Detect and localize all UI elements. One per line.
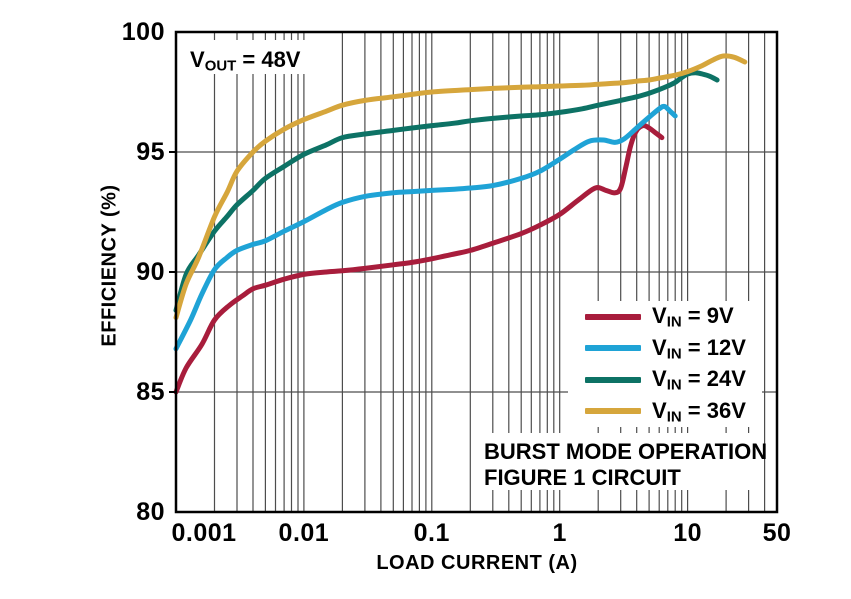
y-tick-label: 85 [136, 378, 165, 406]
x-axis-title: LOAD CURRENT (A) [376, 552, 578, 574]
series-line-vin-9v [173, 123, 665, 395]
legend-label: VIN = 24V [652, 366, 746, 394]
legend-swatch [585, 345, 641, 352]
gridlines [176, 32, 777, 512]
legend-swatch [585, 408, 641, 415]
vout-annotation: VOUT = 48V [190, 47, 300, 74]
legend-swatch [585, 376, 641, 383]
circuit-note: BURST MODE OPERATION FIGURE 1 CIRCUIT [484, 439, 767, 491]
annotation-background [183, 40, 333, 74]
legend-label: VIN = 12V [652, 334, 746, 362]
series-line-vin-12v [173, 103, 678, 352]
legend-item-vin-12v: VIN = 12V [568, 335, 762, 362]
legend-swatch [585, 313, 641, 320]
vout-annotation-prefix: V [190, 47, 205, 72]
legend-item-vin-24v: VIN = 24V [568, 366, 762, 393]
x-tick-label: 50 [762, 519, 792, 547]
note-background [476, 433, 762, 490]
y-tick-label: 100 [121, 18, 165, 46]
y-tick-label: 95 [136, 138, 165, 166]
legend-item-vin-9v: VIN = 9V [568, 303, 762, 330]
circuit-note-line-1: BURST MODE OPERATION [484, 439, 768, 464]
x-tick-label: 0.01 [278, 519, 330, 547]
vout-annotation-sub: OUT [204, 57, 237, 75]
x-tick-label: 10 [673, 519, 702, 547]
legend-item-vin-36v: VIN = 36V [568, 398, 762, 425]
vout-annotation-rest: = 48V [236, 47, 301, 72]
x-tick-label: 0.001 [171, 519, 237, 547]
x-tick-label: 0.1 [413, 519, 450, 547]
y-tick-label: 80 [136, 498, 165, 526]
legend: VIN = 9V VIN = 12V VIN = 24V VIN = 36V [568, 301, 762, 427]
y-tick-label: 90 [136, 258, 165, 286]
legend-background [568, 301, 762, 427]
x-tick-label: 1 [552, 519, 567, 547]
series-line-vin-36v [173, 53, 748, 321]
legend-label: VIN = 9V [652, 303, 734, 331]
series-line-vin-24v [173, 70, 720, 313]
circuit-note-line-2: FIGURE 1 CIRCUIT [484, 465, 681, 490]
legend-label: VIN = 36V [652, 397, 746, 425]
